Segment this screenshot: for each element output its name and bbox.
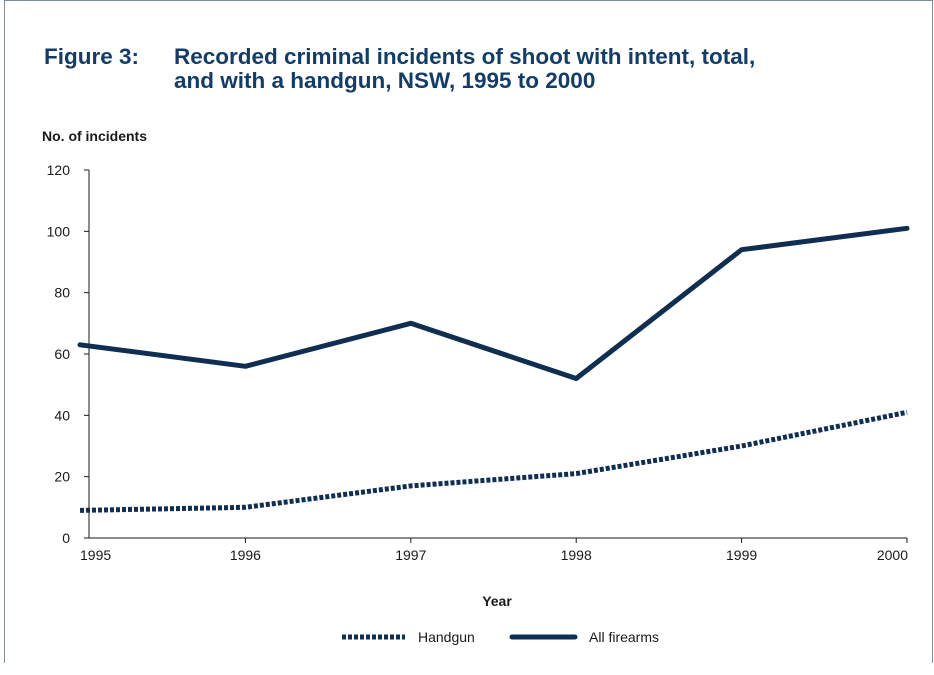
series-line-handgun — [79, 409, 908, 513]
y-axis: 0 20 40 60 80 100 120 — [47, 162, 90, 546]
y-tick-label: 20 — [54, 469, 70, 485]
title-line-1: Recorded criminal incidents of shoot wit… — [174, 44, 756, 69]
data-point-handgun — [905, 410, 910, 415]
y-tick-label: 100 — [47, 223, 71, 239]
x-tick-label: 1997 — [395, 547, 426, 563]
series-handgun — [78, 409, 910, 513]
y-tick-label: 60 — [54, 346, 70, 362]
data-point-all-firearms — [739, 247, 744, 252]
data-point-all-firearms — [78, 342, 83, 347]
data-point-handgun — [408, 483, 413, 488]
chart-frame — [4, 0, 933, 663]
legend-label: Handgun — [418, 629, 475, 645]
x-axis-title: Year — [482, 593, 512, 609]
data-point-all-firearms — [408, 321, 413, 326]
x-tick-label: 1995 — [80, 547, 111, 563]
legend-item-handgun: Handgun — [342, 629, 475, 645]
data-point-handgun — [574, 471, 579, 476]
data-point-handgun — [739, 444, 744, 449]
series-all-firearms — [77, 225, 910, 381]
data-point-all-firearms — [243, 364, 248, 369]
data-point-all-firearms — [905, 226, 910, 231]
x-axis: 1995 1996 1997 1998 1999 2000 — [80, 537, 908, 563]
figure-label: Figure 3: — [44, 44, 140, 69]
legend-item-all-firearms: All firearms — [509, 629, 659, 645]
x-tick-label: 1999 — [726, 547, 757, 563]
series-layer — [77, 225, 910, 513]
legend: Handgun All firearms — [342, 629, 659, 645]
y-tick-label: 0 — [62, 530, 70, 546]
y-tick-label: 80 — [54, 285, 70, 301]
data-point-all-firearms — [574, 376, 579, 381]
series-line-all-firearms — [77, 225, 910, 381]
x-tick-label: 2000 — [877, 547, 908, 563]
title-line-2: and with a handgun, NSW, 1995 to 2000 — [174, 68, 596, 93]
y-tick-label: 120 — [47, 162, 71, 178]
legend-label: All firearms — [589, 629, 659, 645]
y-tick-label: 40 — [54, 407, 70, 423]
x-tick-label: 1996 — [230, 547, 261, 563]
data-point-handgun — [78, 508, 83, 513]
chart-title: Figure 3: Recorded criminal incidents of … — [44, 45, 755, 93]
y-axis-title: No. of incidents — [42, 128, 147, 144]
x-tick-label: 1998 — [561, 547, 592, 563]
data-point-handgun — [243, 505, 248, 510]
